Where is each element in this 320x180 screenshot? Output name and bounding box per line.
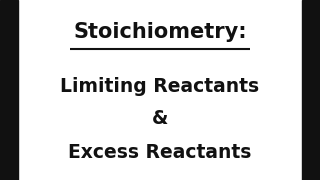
Text: Stoichiometry:: Stoichiometry: xyxy=(73,22,247,42)
Bar xyxy=(302,0,320,180)
Text: &: & xyxy=(152,109,168,128)
Text: Limiting Reactants: Limiting Reactants xyxy=(60,77,260,96)
Text: Excess Reactants: Excess Reactants xyxy=(68,143,252,163)
Bar xyxy=(0,0,18,180)
